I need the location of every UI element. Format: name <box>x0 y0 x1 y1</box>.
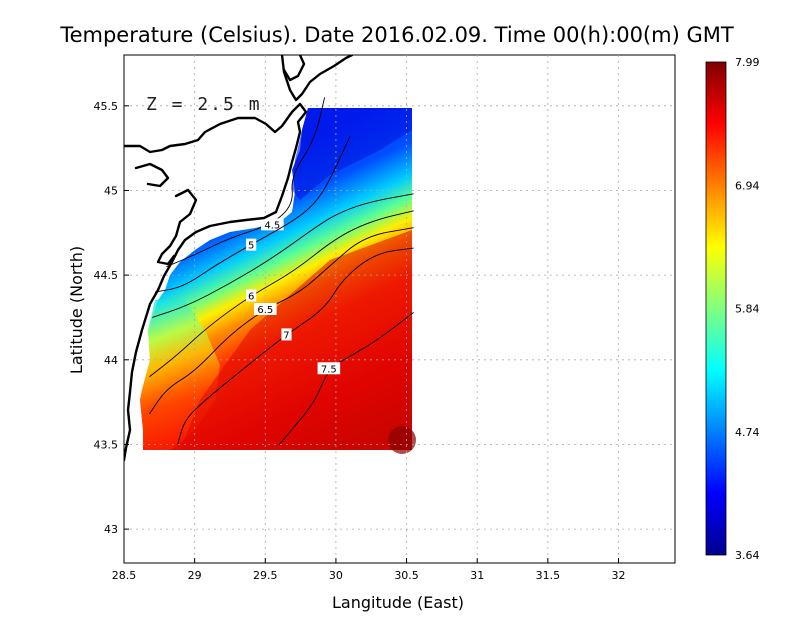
colorbar <box>705 61 727 556</box>
y-tick-label: 45 <box>104 184 118 197</box>
depth-label: Z = 2.5 m <box>146 94 262 115</box>
contour-label-bg <box>246 238 257 251</box>
x-tick-label: 30.5 <box>394 569 419 582</box>
coastline-main <box>124 102 308 462</box>
x-tick-label: 32 <box>611 569 625 582</box>
contour-label-bg <box>281 328 292 341</box>
contour-label-bg <box>246 289 257 302</box>
contour-label-bg <box>261 218 284 231</box>
coastline-bay <box>156 188 198 266</box>
isotherm-contours: 4.5 5 66.5 7 7.5 <box>149 97 414 445</box>
coastline <box>124 55 354 462</box>
contour-label: 6 <box>248 291 254 302</box>
field-hotspot <box>388 426 416 454</box>
coastline-peninsula <box>282 55 306 82</box>
x-tick-label: 31 <box>470 569 484 582</box>
coastline-liman <box>134 162 170 188</box>
colorbar-tick-label: 3.64 <box>735 549 760 562</box>
y-tick-label: 44 <box>104 354 118 367</box>
y-tick-label: 43 <box>104 523 118 536</box>
isotherm-6 <box>149 210 414 378</box>
field-warm-core <box>180 230 412 450</box>
field-cold-core <box>292 108 412 200</box>
coastline-north <box>280 55 354 102</box>
y-tick-label: 45.5 <box>94 100 119 113</box>
colorbar-tick-label: 7.99 <box>735 56 760 69</box>
contour-label: 7 <box>283 330 289 341</box>
y-tick-label: 43.5 <box>94 438 119 451</box>
isotherm-4.5 <box>166 97 326 268</box>
x-tick-label: 29.5 <box>253 569 278 582</box>
y-tick-labels: 43 43.5 44 44.5 45 45.5 <box>94 100 129 536</box>
contour-label: 4.5 <box>264 220 280 231</box>
isotherm-5.5 <box>152 193 414 318</box>
contour-label: 5 <box>248 241 254 252</box>
contour-label: 6.5 <box>257 305 273 316</box>
colorbar-tick-labels: 7.99 6.94 5.84 4.74 3.64 <box>735 56 760 562</box>
x-axis-label: Langitude (East) <box>332 593 464 612</box>
contour-label-bg <box>317 362 341 375</box>
contour-label: 7.5 <box>321 364 337 375</box>
y-tick-label: 44.5 <box>94 269 119 282</box>
chart-title: Temperature (Celsius). Date 2016.02.09. … <box>59 23 734 47</box>
x-tick-labels: 28.5 29 29.5 30 30.5 31 31.5 32 <box>112 558 625 582</box>
isotherm-5 <box>155 136 351 293</box>
x-tick-label: 28.5 <box>112 569 137 582</box>
y-axis-label: Latitude (North) <box>67 246 86 374</box>
isotherm-7 <box>177 247 414 445</box>
contour-label-bg <box>253 303 277 315</box>
temperature-field <box>140 108 416 454</box>
x-tick-label: 30 <box>329 569 343 582</box>
isotherm-6.5 <box>149 227 414 415</box>
colorbar-tick-label: 5.84 <box>735 303 760 316</box>
x-tick-label: 31.5 <box>536 569 561 582</box>
x-tick-label: 29 <box>188 569 202 582</box>
colorbar-tick-label: 6.94 <box>735 179 760 192</box>
colorbar-tick-label: 4.74 <box>735 426 760 439</box>
